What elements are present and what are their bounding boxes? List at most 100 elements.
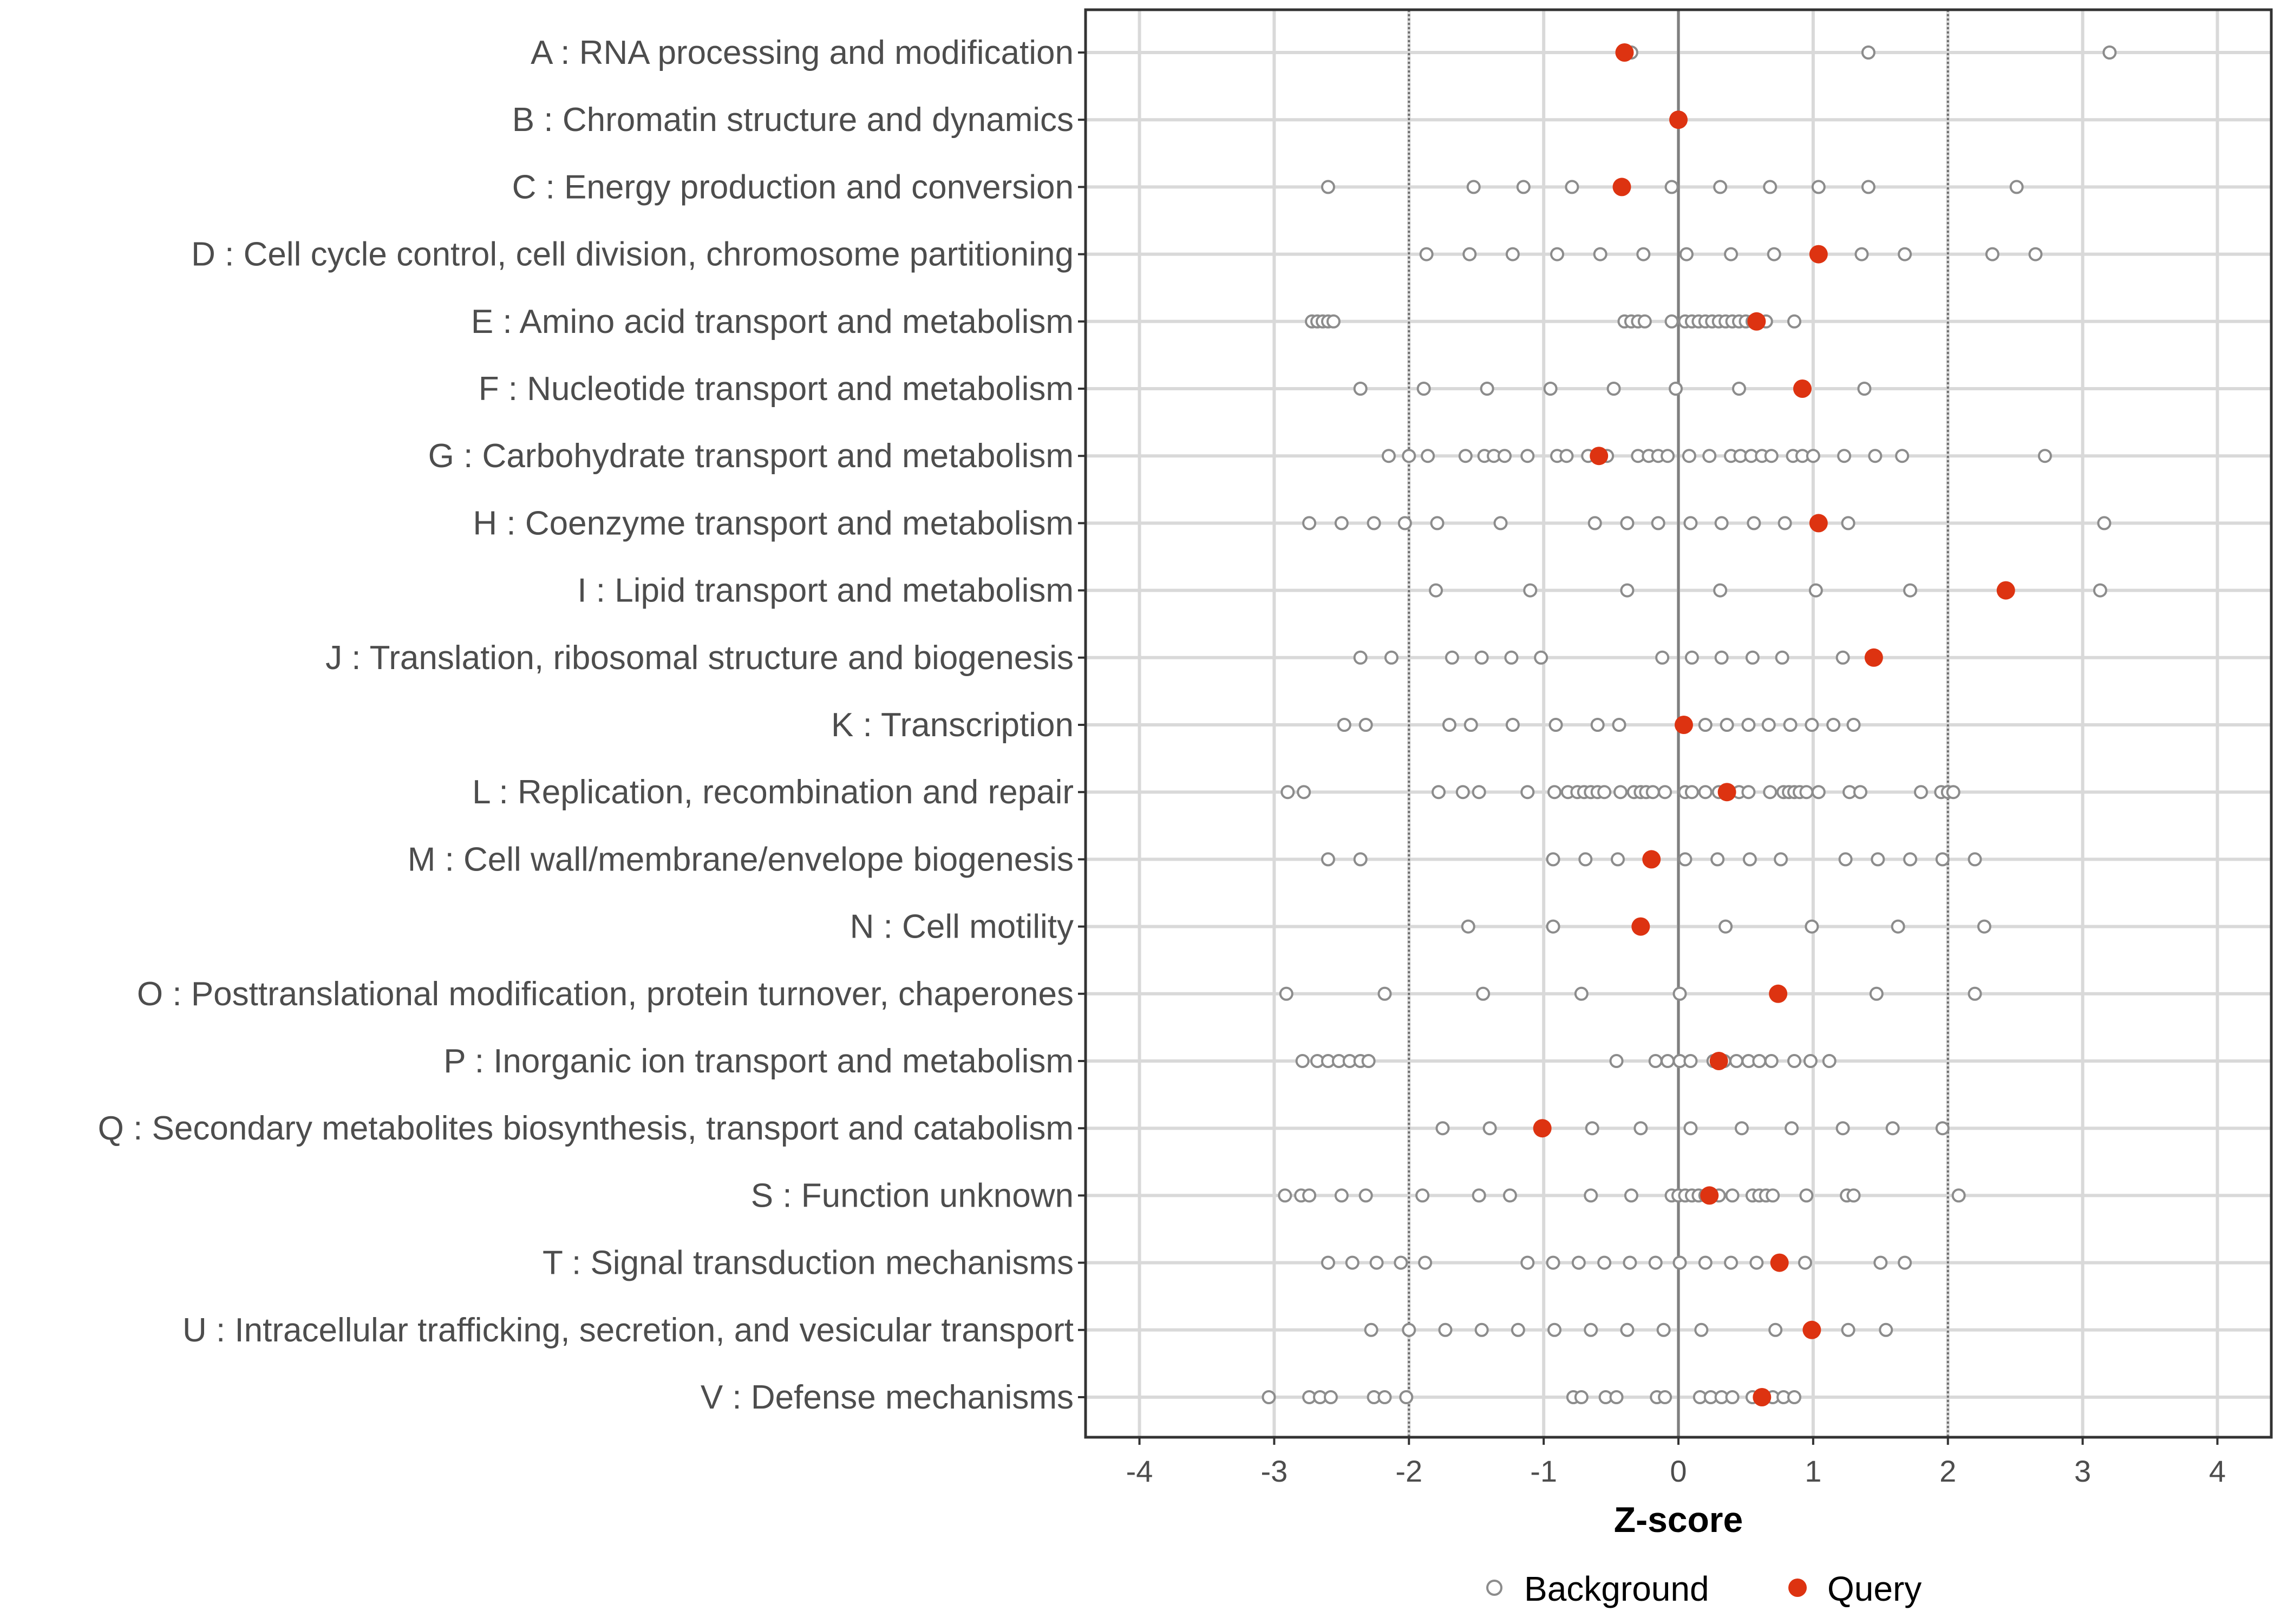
background-point-3-3 — [1550, 247, 1565, 261]
background-point-15-17 — [1764, 1054, 1779, 1068]
background-point-9-6 — [1655, 650, 1670, 665]
x-tick-label-7: 3 — [2074, 1454, 2091, 1488]
x-tick-label-1: -3 — [1261, 1454, 1288, 1488]
background-point-3-2 — [1505, 247, 1520, 261]
category-label-1: B : Chromatin structure and dynamics — [512, 101, 1074, 139]
background-point-16-5 — [1734, 1121, 1749, 1136]
background-point-2-2 — [1516, 180, 1531, 194]
background-point-10-1 — [1358, 718, 1373, 732]
background-point-8-2 — [1620, 583, 1635, 598]
background-point-9-8 — [1714, 650, 1729, 665]
background-point-11-24 — [1741, 785, 1756, 800]
category-label-9: J : Translation, ribosomal structure and… — [325, 639, 1074, 677]
background-point-20-6 — [1399, 1390, 1414, 1404]
background-point-17-9 — [1624, 1188, 1638, 1203]
background-point-6-17 — [1682, 449, 1696, 463]
background-point-7-14 — [2097, 516, 2112, 531]
query-point-2 — [1612, 178, 1631, 197]
background-point-5-2 — [1480, 382, 1494, 396]
background-point-2-3 — [1565, 180, 1579, 194]
background-point-5-3 — [1543, 382, 1558, 396]
category-label-5: F : Nucleotide transport and metabolism — [479, 370, 1074, 408]
background-point-3-12 — [2028, 247, 2043, 261]
background-point-14-5 — [1869, 986, 1884, 1001]
category-label-20: V : Defense mechanisms — [701, 1379, 1074, 1416]
background-point-18-4 — [1418, 1255, 1433, 1270]
background-point-11-5 — [1520, 785, 1535, 800]
background-point-20-16 — [1725, 1390, 1740, 1404]
background-point-16-4 — [1683, 1121, 1698, 1136]
background-point-17-21 — [1766, 1188, 1780, 1203]
background-point-16-9 — [1935, 1121, 1950, 1136]
background-point-12-9 — [1838, 852, 1853, 867]
background-point-17-5 — [1415, 1188, 1430, 1203]
background-point-10-13 — [1805, 718, 1819, 732]
background-point-18-7 — [1571, 1255, 1586, 1270]
background-point-2-0 — [1321, 180, 1335, 194]
background-point-19-4 — [1511, 1322, 1525, 1337]
background-point-7-1 — [1334, 516, 1349, 531]
background-point-5-6 — [1731, 382, 1746, 396]
background-point-14-4 — [1672, 986, 1687, 1001]
background-point-10-5 — [1548, 718, 1563, 732]
background-point-9-4 — [1504, 650, 1519, 665]
background-point-15-8 — [1648, 1054, 1663, 1068]
background-point-6-6 — [1497, 449, 1512, 463]
background-point-19-2 — [1438, 1322, 1453, 1337]
background-point-11-34 — [1913, 785, 1928, 800]
background-point-5-7 — [1857, 382, 1872, 396]
background-point-15-19 — [1803, 1054, 1818, 1068]
background-point-7-0 — [1302, 516, 1317, 531]
background-point-4-4 — [1326, 314, 1341, 329]
background-point-5-4 — [1606, 382, 1621, 396]
category-label-2: C : Energy production and conversion — [512, 168, 1074, 206]
background-point-18-15 — [1798, 1255, 1812, 1270]
background-point-3-8 — [1767, 247, 1781, 261]
background-point-2-1 — [1466, 180, 1481, 194]
background-point-12-0 — [1321, 852, 1335, 867]
background-point-6-27 — [1837, 449, 1852, 463]
background-point-17-8 — [1584, 1188, 1598, 1203]
background-point-10-3 — [1463, 718, 1478, 732]
x-tick-label-8: 4 — [2209, 1454, 2226, 1488]
background-point-11-17 — [1645, 785, 1660, 800]
background-point-8-0 — [1429, 583, 1443, 598]
background-point-6-1 — [1402, 449, 1416, 463]
background-point-16-1 — [1482, 1121, 1497, 1136]
background-point-16-7 — [1835, 1121, 1850, 1136]
background-point-3-6 — [1679, 247, 1694, 261]
background-point-7-2 — [1367, 516, 1381, 531]
legend-background-key — [1486, 1580, 1502, 1596]
background-point-11-12 — [1597, 785, 1612, 800]
background-point-11-2 — [1432, 785, 1446, 800]
background-point-18-1 — [1345, 1255, 1360, 1270]
background-point-11-4 — [1472, 785, 1486, 800]
background-point-15-9 — [1661, 1054, 1675, 1068]
background-point-12-2 — [1546, 852, 1560, 867]
background-point-12-5 — [1678, 852, 1693, 867]
background-point-19-8 — [1656, 1322, 1671, 1337]
background-point-13-5 — [1891, 919, 1905, 934]
background-point-0-1 — [1861, 45, 1876, 60]
background-point-18-10 — [1648, 1255, 1663, 1270]
background-point-20-0 — [1262, 1390, 1276, 1404]
background-point-10-9 — [1720, 718, 1734, 732]
category-label-3: D : Cell cycle control, cell division, c… — [191, 236, 1074, 273]
background-point-18-14 — [1749, 1255, 1764, 1270]
background-point-6-0 — [1381, 449, 1396, 463]
background-point-15-7 — [1609, 1054, 1624, 1068]
background-point-14-0 — [1279, 986, 1293, 1001]
background-point-19-5 — [1547, 1322, 1562, 1337]
background-point-6-30 — [2037, 449, 2052, 463]
background-point-15-14 — [1729, 1054, 1744, 1068]
background-point-5-1 — [1416, 382, 1431, 396]
query-point-12 — [1642, 850, 1661, 869]
background-point-6-23 — [1764, 449, 1779, 463]
background-point-11-1 — [1297, 785, 1311, 800]
background-point-9-7 — [1684, 650, 1699, 665]
background-point-15-11 — [1683, 1054, 1698, 1068]
query-point-18 — [1770, 1253, 1789, 1272]
background-point-12-3 — [1578, 852, 1593, 867]
query-point-9 — [1864, 648, 1883, 667]
background-point-12-10 — [1871, 852, 1885, 867]
